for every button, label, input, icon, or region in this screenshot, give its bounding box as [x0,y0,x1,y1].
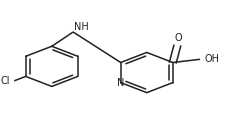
Text: N: N [116,78,124,88]
Text: OH: OH [204,54,219,64]
Text: NH: NH [74,22,89,32]
Text: Cl: Cl [1,76,10,86]
Text: O: O [173,33,181,43]
